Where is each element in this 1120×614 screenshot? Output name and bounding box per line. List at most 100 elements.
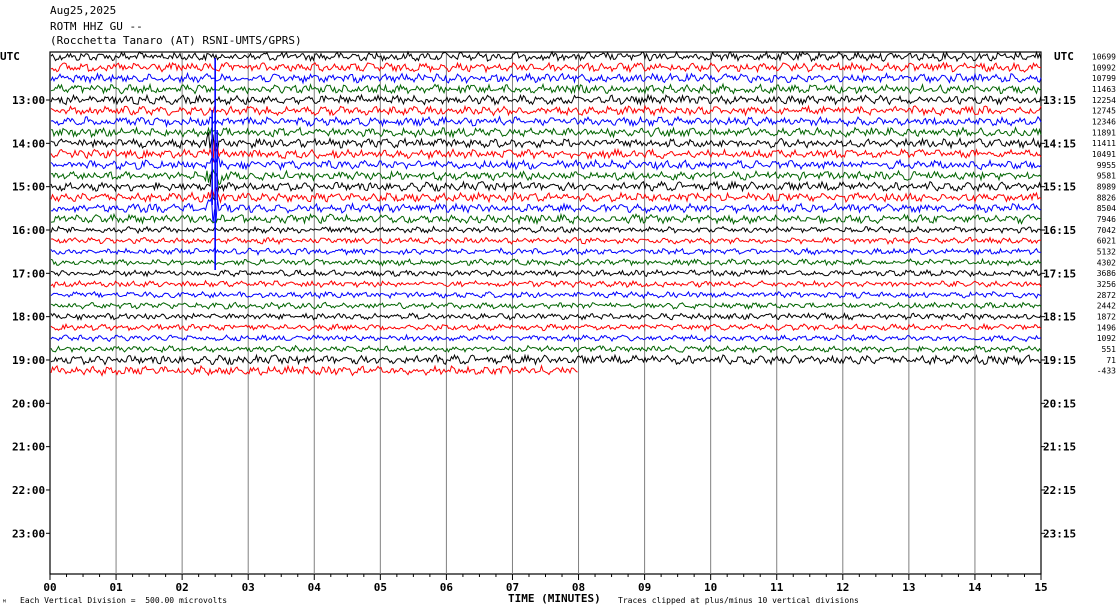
x-tick-label: 03 <box>242 581 255 594</box>
trace-offset-label: 10992 <box>1092 63 1116 72</box>
seismic-trace <box>50 71 1042 85</box>
x-tick-label: 04 <box>308 581 322 594</box>
seismic-trace <box>50 187 1042 204</box>
x-tick-label: 12 <box>836 581 849 594</box>
clip-note: Traces clipped at plus/minus 10 vertical… <box>618 596 859 605</box>
x-tick-label: 14 <box>968 581 982 594</box>
trace-offset-label: 3686 <box>1097 269 1116 278</box>
station-label: ROTM HHZ GU -- <box>50 20 143 33</box>
left-hour-label: 20:00 <box>12 397 45 410</box>
seismic-trace <box>50 225 1042 235</box>
x-tick-label: 07 <box>506 581 519 594</box>
seismic-trace <box>50 364 578 377</box>
seismic-trace <box>50 126 1042 139</box>
seismic-trace <box>50 61 1042 74</box>
seismic-trace <box>50 247 1042 256</box>
x-tick-label: 01 <box>109 581 123 594</box>
right-hour-label: 14:15 <box>1043 137 1076 150</box>
trace-offset-label: 1872 <box>1097 312 1116 321</box>
x-tick-label: 09 <box>638 581 651 594</box>
left-hour-label: 16:00 <box>12 224 45 237</box>
seismic-trace <box>50 236 1042 246</box>
trace-offset-label: 10699 <box>1092 53 1116 62</box>
seismic-trace <box>50 290 1042 300</box>
seismic-trace <box>50 322 1042 332</box>
right-hour-label: 21:15 <box>1043 441 1076 454</box>
trace-offset-label: 12745 <box>1092 107 1116 116</box>
left-hour-label: 15:00 <box>12 181 45 194</box>
seismic-trace <box>50 257 1042 267</box>
x-tick-label: 06 <box>440 581 454 594</box>
right-hour-label: 18:15 <box>1043 311 1076 324</box>
right-hour-label: 17:15 <box>1043 267 1076 280</box>
trace-offset-label: 71 <box>1106 356 1116 365</box>
right-hour-label: 22:15 <box>1043 484 1076 497</box>
seismic-trace <box>50 140 1042 163</box>
trace-offset-label: 11891 <box>1092 128 1116 137</box>
right-hour-label: 16:15 <box>1043 224 1076 237</box>
x-axis-title: TIME (MINUTES) <box>508 592 601 605</box>
x-tick-label: 02 <box>176 581 189 594</box>
seismic-trace <box>50 154 1042 172</box>
trace-offset-label: 4302 <box>1097 258 1116 267</box>
left-hour-label: 21:00 <box>12 441 45 454</box>
left-hour-label: 23:00 <box>12 527 45 540</box>
seismic-trace <box>50 171 1042 202</box>
trace-offset-label: 11411 <box>1092 139 1116 148</box>
seismic-trace <box>50 344 1042 354</box>
right-hour-label: 15:15 <box>1043 181 1076 194</box>
seismic-trace <box>50 168 1042 186</box>
seismic-trace <box>50 93 1042 107</box>
left-hour-label: 22:00 <box>12 484 45 497</box>
x-tick-label: 11 <box>770 581 784 594</box>
x-tick-label: 15 <box>1034 581 1047 594</box>
trace-offset-label: 10491 <box>1092 150 1116 159</box>
trace-offset-label: 12346 <box>1092 117 1116 126</box>
trace-offset-label: 9581 <box>1097 172 1116 181</box>
left-hour-label: 17:00 <box>12 267 45 280</box>
seismic-trace <box>50 353 1042 366</box>
trace-offset-label: 8826 <box>1097 193 1116 202</box>
trace-offset-label: 7042 <box>1097 226 1116 235</box>
right-hour-label: 23:15 <box>1043 527 1076 540</box>
right-hour-label: 13:15 <box>1043 94 1076 107</box>
date-label: Aug25,2025 <box>50 4 117 17</box>
left-utc-label: UTC <box>0 50 20 63</box>
vertical-division-note: Each Vertical Division = 500.00 microvol… <box>20 596 228 605</box>
seismic-trace <box>50 104 1042 117</box>
corner-mark: ᴹ <box>2 598 7 607</box>
seismic-trace <box>50 115 1042 129</box>
seismic-trace <box>50 212 1042 226</box>
trace-offset-label: 3256 <box>1097 280 1116 289</box>
right-utc-label: UTC <box>1054 50 1074 63</box>
seismic-trace <box>50 132 1042 151</box>
left-hour-label: 14:00 <box>12 137 45 150</box>
trace-offset-label: 11463 <box>1092 85 1116 94</box>
x-tick-label: 10 <box>704 581 717 594</box>
trace-offset-label: -433 <box>1097 367 1116 376</box>
left-hour-label: 19:00 <box>12 354 45 367</box>
x-tick-label: 13 <box>902 581 915 594</box>
trace-offset-label: 7946 <box>1097 215 1116 224</box>
left-hour-label: 13:00 <box>12 94 45 107</box>
trace-offset-label: 12254 <box>1092 96 1116 105</box>
trace-offset-label: 2872 <box>1097 291 1116 300</box>
x-tick-label: 00 <box>43 581 56 594</box>
trace-offset-label: 1092 <box>1097 334 1116 343</box>
trace-offset-label: 8989 <box>1097 182 1116 191</box>
trace-offset-label: 551 <box>1102 345 1117 354</box>
trace-offset-label: 10799 <box>1092 74 1116 83</box>
seismic-trace <box>50 82 1042 95</box>
trace-offset-label: 5132 <box>1097 247 1116 256</box>
x-tick-label: 05 <box>374 581 387 594</box>
seismic-trace <box>50 333 1042 343</box>
seismic-trace <box>50 50 1042 63</box>
right-hour-label: 20:15 <box>1043 397 1076 410</box>
trace-offset-label: 1496 <box>1097 323 1116 332</box>
left-hour-label: 18:00 <box>12 311 45 324</box>
seismic-trace <box>50 312 1042 321</box>
trace-offset-label: 8504 <box>1097 204 1116 213</box>
right-hour-label: 19:15 <box>1043 354 1076 367</box>
seismic-trace <box>50 279 1042 289</box>
